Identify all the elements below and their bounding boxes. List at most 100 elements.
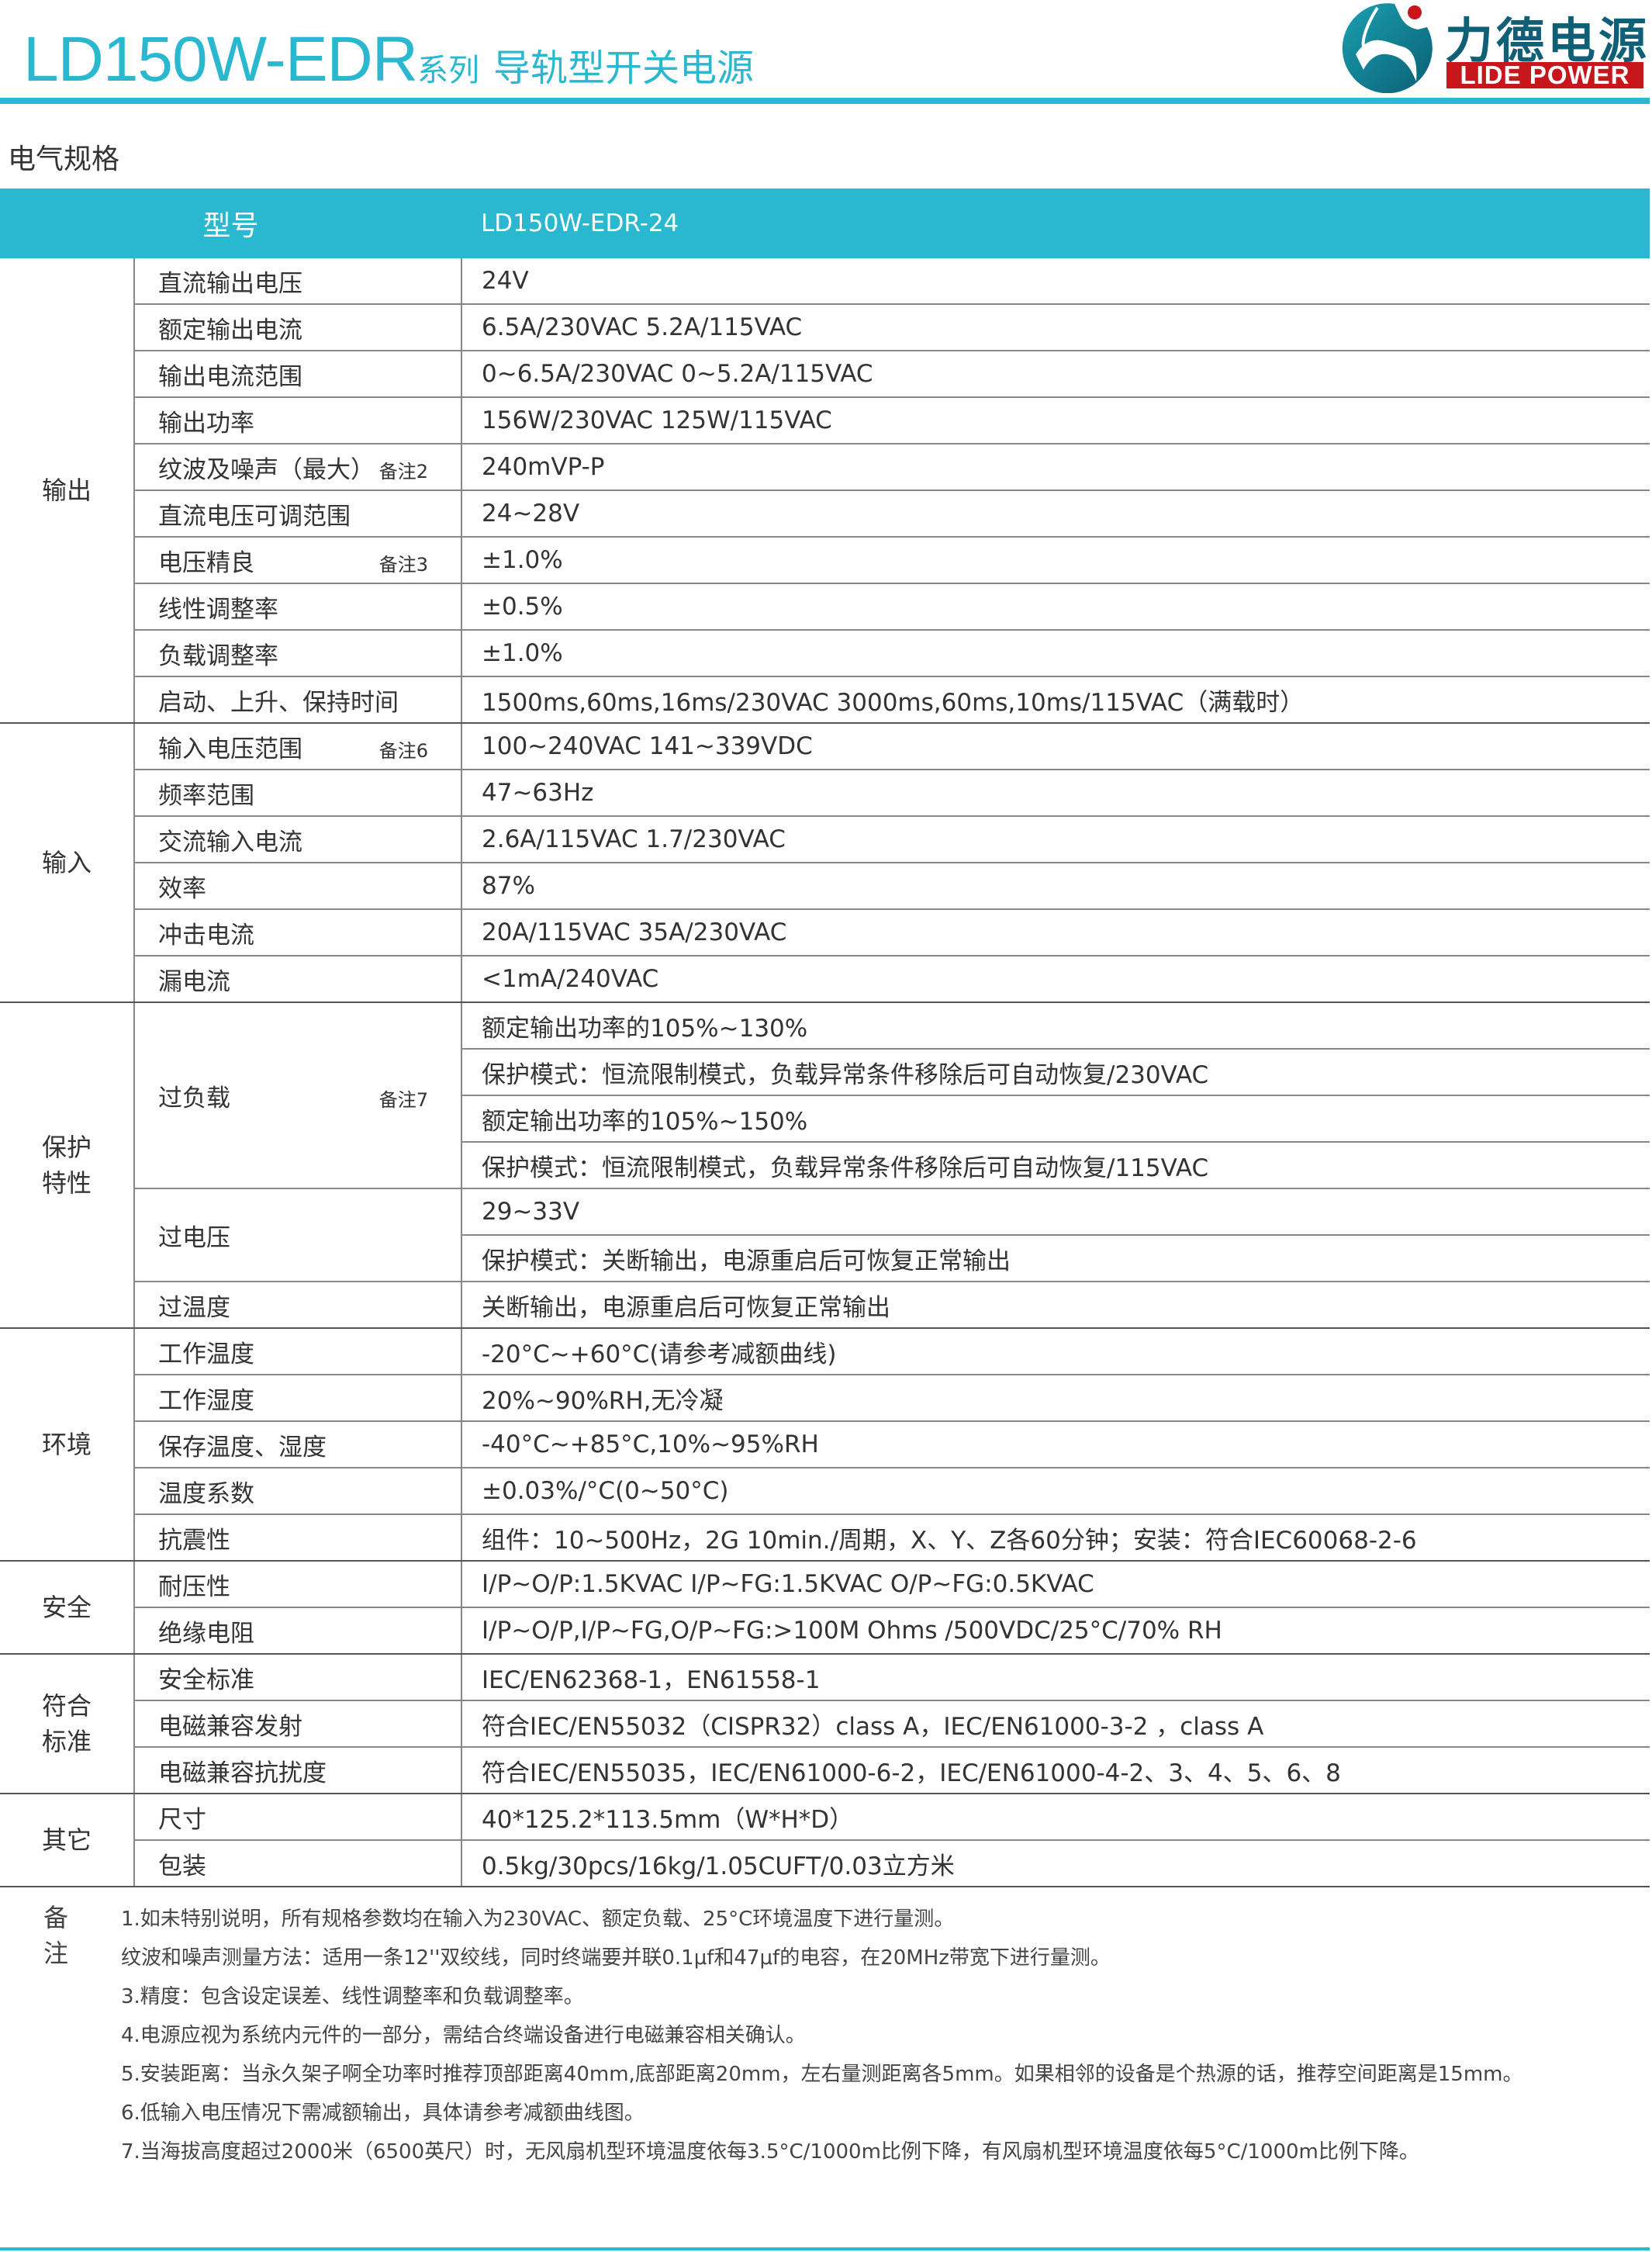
- table-row: 直流电压可调范围 24~28V: [0, 490, 1650, 538]
- note-line: 3.精度：包含设定误差、线性调整率和负载调整率。: [121, 1985, 584, 2008]
- value-cell: 保护模式：恒流限制模式，负载异常条件移除后可自动恢复/230VAC: [461, 1049, 1650, 1096]
- param-note: 备注6: [378, 740, 428, 762]
- table-row: 保护 特性 过负载 备注7 额定输出功率的105%~130%: [0, 1002, 1650, 1329]
- param-name: 过温度: [158, 1293, 230, 1322]
- table-row: 工作湿度 20%~90%RH,无冷凝: [0, 1375, 1650, 1422]
- param-name: 绝缘电阻: [158, 1619, 254, 1648]
- param-cell: 输出电流范围: [134, 351, 462, 398]
- table-row: 符合 标准 安全标准 IEC/EN62368-1，EN61558-1: [0, 1654, 1650, 1794]
- param-name: 抗震性: [158, 1526, 230, 1555]
- param-cell: 过温度: [134, 1282, 462, 1329]
- param-cell: 过电压: [134, 1188, 462, 1282]
- table-row: 交流输入电流 2.6A/115VAC 1.7/230VAC: [0, 816, 1650, 863]
- param-name: 负载调整率: [158, 642, 278, 670]
- value-cell: 6.5A/230VAC 5.2A/115VAC: [461, 304, 1650, 351]
- param-cell: 负载调整率: [134, 630, 462, 677]
- table-row: 负载调整率 ±1.0%: [0, 630, 1650, 677]
- param-name: 效率: [158, 874, 206, 903]
- param-name: 交流输入电流: [158, 828, 302, 856]
- param-name: 额定输出电流: [158, 316, 302, 344]
- value-cell: 0~6.5A/230VAC 0~5.2A/115VAC: [461, 351, 1650, 398]
- value-cell: 额定输出功率的105%~130%: [461, 1002, 1650, 1050]
- param-name: 输出电流范围: [158, 362, 302, 391]
- group-label: 环境: [0, 1328, 135, 1562]
- param-name: 尺寸: [158, 1805, 206, 1834]
- section-title: 电气规格: [8, 144, 120, 175]
- table-header-row: 型号 LD150W-EDR-24: [0, 189, 1650, 258]
- value-cell: 240mVP-P: [461, 444, 1650, 491]
- param-name: 保存温度、湿度: [158, 1433, 327, 1462]
- group-label-text: 其它: [41, 1825, 92, 1855]
- header-divider: [0, 98, 1650, 104]
- param-cell: 尺寸: [134, 1794, 462, 1841]
- param-name: 电压精良: [158, 548, 254, 577]
- note-line: 纹波和噪声测量方法：适用一条12''双绞线，同时终端要并联0.1μf和47μf的…: [121, 1946, 1111, 1970]
- title-model: LD150W-EDR: [23, 24, 418, 95]
- table-row: 漏电流 <1mA/240VAC: [0, 956, 1650, 1003]
- header-model: LD150W-EDR-24: [461, 189, 1650, 258]
- param-cell: 安全标准: [134, 1654, 462, 1701]
- value-cell: 符合IEC/EN55032（CISPR32）class A，IEC/EN6100…: [461, 1700, 1650, 1748]
- footer-divider: [0, 2247, 1650, 2250]
- value-cell: 24~28V: [461, 490, 1650, 538]
- param-cell: 包装: [134, 1840, 462, 1887]
- param-cell: 线性调整率: [134, 583, 462, 631]
- param-name: 包装: [158, 1852, 206, 1880]
- brand-logo: 力德电源 LIDE POWER: [1340, 0, 1650, 93]
- table-row: 频率范围 47~63Hz: [0, 770, 1650, 817]
- param-cell: 输入电压范围 备注6: [134, 723, 462, 770]
- value-cell: -20°C~+60°C(请参考减额曲线): [461, 1328, 1650, 1375]
- table-row: 保护模式：恒流限制模式，负载异常条件移除后可自动恢复/115VAC: [0, 1142, 1650, 1189]
- table-row: 启动、上升、保持时间 1500ms,60ms,16ms/230VAC 3000ms…: [0, 676, 1650, 724]
- group-label: 安全: [0, 1561, 135, 1655]
- param-name: 输出功率: [158, 409, 254, 438]
- group-label: 输入: [0, 723, 135, 1003]
- logo-chinese-text: 力德电源: [1445, 12, 1650, 69]
- group-label-text: 符合 标准: [41, 1691, 92, 1756]
- param-name: 工作温度: [158, 1340, 254, 1368]
- notes-label: 备注: [43, 1903, 69, 1968]
- value-cell: 20%~90%RH,无冷凝: [461, 1375, 1650, 1422]
- param-name: 线性调整率: [158, 595, 278, 624]
- logo-english-text: LIDE POWER: [1446, 62, 1643, 88]
- table-row: 输出 直流输出电压 24V: [0, 258, 1650, 724]
- param-cell: 耐压性: [134, 1561, 462, 1608]
- table-row: 电磁兼容发射 符合IEC/EN55032（CISPR32）class A，IEC/…: [0, 1700, 1650, 1748]
- header-label: 型号: [0, 189, 461, 258]
- title-series: 系列: [417, 53, 479, 88]
- value-cell: ±0.5%: [461, 583, 1650, 631]
- param-cell: 效率: [134, 863, 462, 910]
- param-cell: 抗震性: [134, 1514, 462, 1562]
- value-cell: 保护模式：关断输出，电源重启后可恢复正常输出: [461, 1235, 1650, 1282]
- value-cell: 0.5kg/30pcs/16kg/1.05CUFT/0.03立方米: [461, 1840, 1650, 1887]
- value-cell: 20A/115VAC 35A/230VAC: [461, 909, 1650, 956]
- param-cell: 冲击电流: [134, 909, 462, 956]
- group-label-text: 输出: [41, 476, 92, 505]
- group-label-text: 保护 特性: [41, 1133, 92, 1198]
- param-cell: 直流输出电压: [134, 258, 462, 305]
- param-cell: 工作温度: [134, 1328, 462, 1375]
- table-row: 绝缘电阻 I/P~O/P,I/P~FG,O/P~FG:>100M Ohms /50…: [0, 1607, 1650, 1655]
- value-cell: I/P~O/P:1.5KVAC I/P~FG:1.5KVAC O/P~FG:0.…: [461, 1561, 1650, 1608]
- param-name: 频率范围: [158, 781, 254, 810]
- group-label: 符合 标准: [0, 1654, 135, 1794]
- value-cell: I/P~O/P,I/P~FG,O/P~FG:>100M Ohms /500VDC…: [461, 1607, 1650, 1655]
- group-label: 保护 特性: [0, 1002, 135, 1329]
- param-cell: 启动、上升、保持时间: [134, 676, 462, 724]
- table-row: 其它 尺寸 40*125.2*113.5mm（W*H*D）: [0, 1794, 1650, 1887]
- table-row: 输出电流范围 0~6.5A/230VAC 0~5.2A/115VAC: [0, 351, 1650, 398]
- param-cell: 输出功率: [134, 397, 462, 445]
- param-name: 过电压: [158, 1223, 230, 1252]
- param-cell: 电磁兼容发射: [134, 1700, 462, 1748]
- table-row: 保护模式：关断输出，电源重启后可恢复正常输出: [0, 1235, 1650, 1282]
- table-row: 抗震性 组件：10~500Hz，2G 10min./周期，X、Y、Z各60分钟；安…: [0, 1514, 1650, 1562]
- param-note: 备注2: [378, 461, 428, 483]
- param-cell: 工作湿度: [134, 1375, 462, 1422]
- param-name: 冲击电流: [158, 921, 254, 950]
- param-name: 启动、上升、保持时间: [158, 688, 399, 717]
- table-row: 保护模式：恒流限制模式，负载异常条件移除后可自动恢复/230VAC: [0, 1049, 1650, 1096]
- value-cell: 24V: [461, 258, 1650, 305]
- table-row: 纹波及噪声（最大） 备注2 240mVP-P: [0, 444, 1650, 491]
- param-cell: 温度系数: [134, 1468, 462, 1515]
- note-line: 7.当海拔高度超过2000米（6500英尺）时，无风扇机型环境温度依每3.5°C…: [121, 2140, 1419, 2164]
